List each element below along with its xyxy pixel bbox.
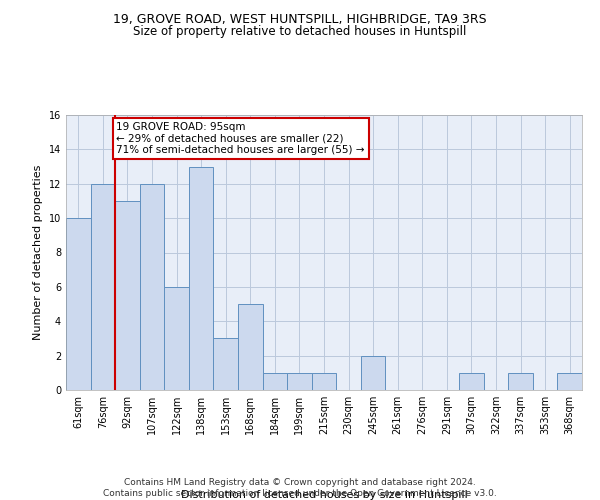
Bar bbox=[140, 184, 164, 390]
Bar bbox=[287, 373, 312, 390]
Bar bbox=[214, 338, 238, 390]
Bar bbox=[459, 373, 484, 390]
Bar bbox=[115, 201, 140, 390]
Bar bbox=[312, 373, 336, 390]
Bar bbox=[361, 356, 385, 390]
Bar bbox=[91, 184, 115, 390]
Bar bbox=[508, 373, 533, 390]
Text: 19 GROVE ROAD: 95sqm
← 29% of detached houses are smaller (22)
71% of semi-detac: 19 GROVE ROAD: 95sqm ← 29% of detached h… bbox=[116, 122, 365, 155]
Bar bbox=[164, 287, 189, 390]
Bar bbox=[263, 373, 287, 390]
Bar bbox=[66, 218, 91, 390]
Text: 19, GROVE ROAD, WEST HUNTSPILL, HIGHBRIDGE, TA9 3RS: 19, GROVE ROAD, WEST HUNTSPILL, HIGHBRID… bbox=[113, 12, 487, 26]
Text: Contains HM Land Registry data © Crown copyright and database right 2024.
Contai: Contains HM Land Registry data © Crown c… bbox=[103, 478, 497, 498]
X-axis label: Distribution of detached houses by size in Huntspill: Distribution of detached houses by size … bbox=[181, 490, 467, 500]
Bar bbox=[238, 304, 263, 390]
Bar bbox=[189, 166, 214, 390]
Y-axis label: Number of detached properties: Number of detached properties bbox=[33, 165, 43, 340]
Text: Size of property relative to detached houses in Huntspill: Size of property relative to detached ho… bbox=[133, 25, 467, 38]
Bar bbox=[557, 373, 582, 390]
